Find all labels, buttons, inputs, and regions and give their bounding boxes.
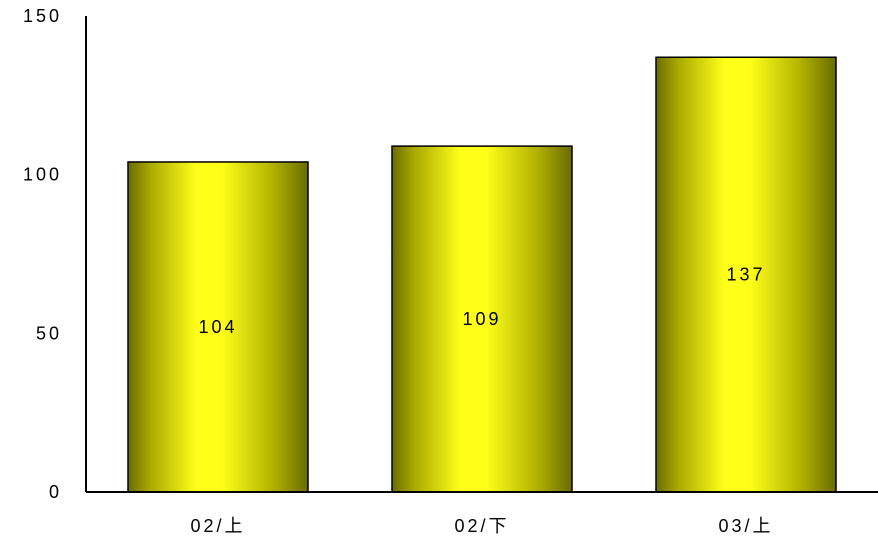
x-axis-ticks: 02/上 02/下 03/上 (190, 516, 773, 536)
bar (655, 56, 837, 493)
x-tick-label: 02/下 (454, 516, 509, 536)
x-tick-label: 03/上 (718, 516, 773, 536)
data-label: 109 (462, 309, 501, 329)
y-axis-ticks: 0 50 100 150 (23, 6, 62, 502)
x-tick-label: 02/上 (190, 516, 245, 536)
data-label: 104 (198, 317, 237, 337)
y-tick-label: 0 (49, 482, 62, 502)
data-labels: 104 109 137 (198, 265, 765, 337)
data-label: 137 (726, 265, 765, 285)
bars (127, 56, 837, 493)
y-tick-label: 100 (23, 165, 62, 185)
y-tick-label: 150 (23, 6, 62, 26)
bar (391, 145, 573, 493)
y-tick-label: 50 (36, 323, 62, 343)
bar (127, 161, 309, 493)
